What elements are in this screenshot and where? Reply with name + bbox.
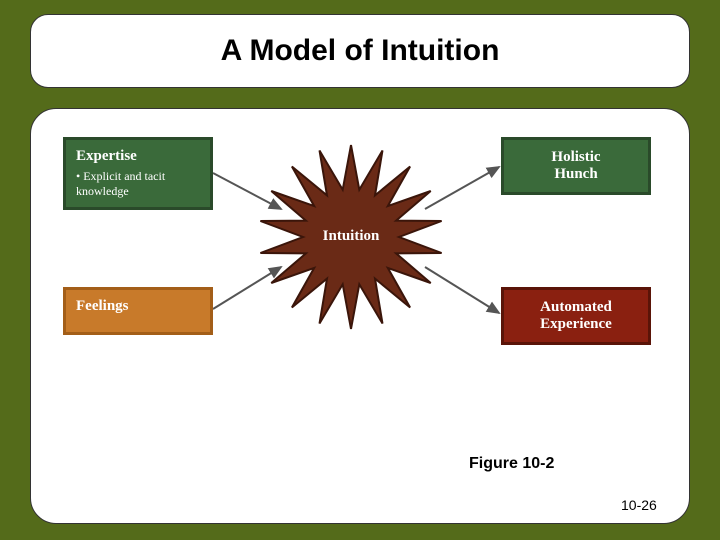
- content-card: Intuition Expertise • Explicit and tacit…: [30, 108, 690, 524]
- figure-label: Figure 10-2: [469, 455, 554, 473]
- starburst-label: Intuition: [306, 228, 396, 245]
- box-feelings-header: Feelings: [76, 298, 200, 315]
- box-feelings: Feelings: [63, 287, 213, 335]
- box-automated: Automated Experience: [501, 287, 651, 345]
- page-number: 10-26: [621, 497, 657, 513]
- box-expertise-sub: • Explicit and tacit knowledge: [76, 169, 200, 199]
- box-holistic-sub: Hunch: [554, 166, 597, 183]
- title-card: A Model of Intuition: [30, 14, 690, 88]
- intuition-diagram: Intuition Expertise • Explicit and tacit…: [31, 109, 691, 525]
- box-holistic: Holistic Hunch: [501, 137, 651, 195]
- box-holistic-header: Holistic: [551, 149, 600, 166]
- box-automated-header: Automated: [540, 299, 612, 316]
- box-automated-sub: Experience: [540, 316, 612, 333]
- box-expertise-header: Expertise: [76, 148, 200, 165]
- page-title: A Model of Intuition: [221, 34, 500, 68]
- box-expertise: Expertise • Explicit and tacit knowledge: [63, 137, 213, 210]
